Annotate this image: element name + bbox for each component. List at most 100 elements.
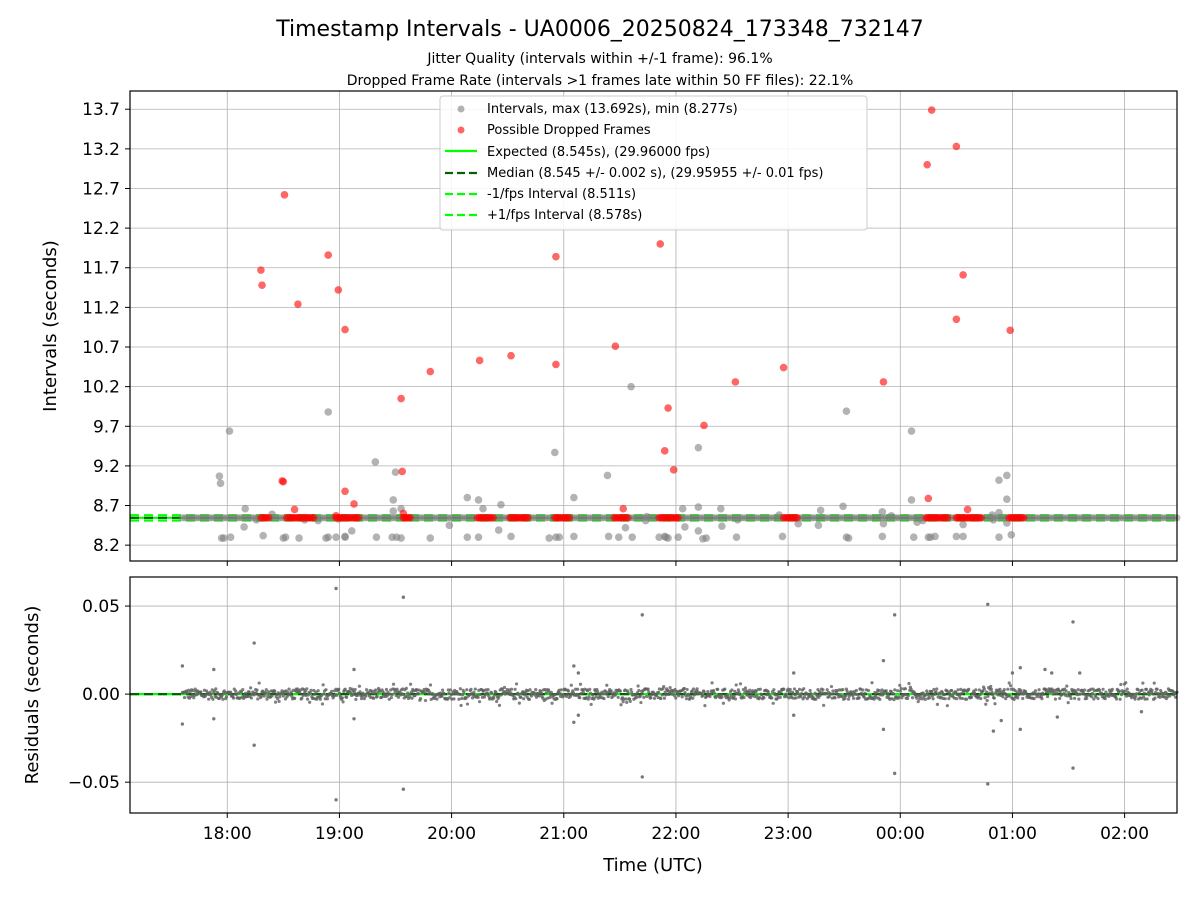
residual-point: [1018, 688, 1023, 692]
interval-point: [241, 504, 249, 513]
residual-point: [787, 690, 792, 694]
residual-point: [335, 693, 339, 697]
legend-marker-intervals: [457, 105, 465, 113]
legend-entry-intervals: Intervals, max (13.692s), min (8.277s): [487, 102, 738, 117]
residual-point: [1009, 684, 1013, 688]
interval-point: [445, 521, 454, 530]
residual-point: [448, 688, 453, 692]
residual-point: [264, 688, 268, 692]
residual-point: [863, 691, 867, 695]
residual-point: [986, 602, 990, 606]
residual-point: [312, 688, 316, 693]
residual-point: [652, 696, 657, 701]
residual-point: [514, 697, 518, 701]
residual-point: [878, 697, 882, 701]
dropped-frame-point: [952, 142, 961, 151]
residual-point: [991, 729, 996, 733]
residual-point: [561, 694, 566, 698]
residual-point: [576, 713, 581, 717]
residual-point: [431, 692, 435, 696]
residual-point: [616, 695, 620, 700]
x-tick-label: 20:00: [427, 824, 476, 844]
residual-point: [413, 694, 417, 698]
interval-point: [995, 508, 1003, 517]
residual-point: [905, 696, 910, 701]
residual-point: [1114, 697, 1119, 701]
residual-point: [514, 682, 519, 686]
residual-point: [891, 692, 895, 696]
residual-point: [301, 693, 305, 698]
residual-point: [522, 697, 526, 701]
residual-point: [457, 697, 461, 701]
residual-point: [1040, 697, 1044, 701]
residual-point: [407, 693, 411, 697]
residual-point: [721, 701, 726, 705]
residual-point: [267, 692, 271, 696]
dropped-frame-point: [552, 252, 560, 261]
residual-point: [1144, 687, 1149, 691]
residual-point: [252, 743, 256, 747]
residual-point: [460, 696, 464, 701]
residual-point: [956, 688, 960, 692]
dropped-frame-point: [397, 394, 405, 403]
residual-point: [877, 689, 881, 693]
residual-point: [955, 697, 959, 701]
residual-point: [640, 613, 644, 617]
interval-point: [550, 448, 559, 457]
residual-point: [982, 687, 986, 691]
residual-point: [706, 689, 710, 694]
dropped-frame-point: [354, 514, 363, 522]
residual-point: [792, 671, 796, 675]
interval-point: [295, 534, 303, 542]
interval-point: [887, 512, 896, 520]
residual-point: [1016, 696, 1020, 700]
interval-point: [226, 533, 235, 542]
interval-point: [664, 534, 672, 542]
residual-point: [613, 693, 617, 697]
residual-point: [1073, 696, 1077, 700]
residual-point: [465, 688, 469, 692]
residual-point: [686, 692, 691, 696]
dropped-frame-point: [674, 514, 682, 522]
residual-point: [477, 700, 482, 704]
residuals-y-tick-label: −0.05: [68, 773, 120, 793]
interval-point: [628, 533, 636, 542]
residual-point: [180, 722, 185, 726]
residual-point: [357, 684, 362, 688]
residual-point: [1123, 689, 1127, 693]
residual-point: [646, 687, 650, 691]
legend-entry-expected: Expected (8.545s), (29.96000 fps): [487, 145, 710, 160]
residual-point: [728, 696, 732, 700]
residual-point: [337, 687, 341, 691]
residual-point: [945, 704, 949, 708]
interval-point: [655, 533, 663, 542]
residual-point: [716, 687, 720, 691]
residual-point: [802, 695, 807, 699]
residual-point: [229, 690, 233, 694]
intervals-y-tick-label: 13.2: [82, 140, 120, 160]
residual-point: [588, 687, 592, 691]
dropped-frame-point: [619, 504, 628, 513]
interval-point: [570, 493, 578, 502]
residual-point: [565, 693, 569, 697]
residual-point: [1008, 694, 1012, 698]
residual-point: [364, 694, 368, 698]
interval-point: [474, 533, 483, 542]
intervals-y-tick-label: 9.2: [93, 457, 120, 477]
residual-point: [1152, 681, 1156, 685]
dropped-frame-point: [977, 514, 985, 522]
residual-point: [1071, 620, 1075, 624]
residual-point: [682, 686, 686, 691]
residual-point: [977, 688, 981, 692]
residual-point: [281, 694, 285, 698]
residual-point: [587, 695, 591, 699]
residual-point: [932, 687, 936, 692]
residual-point: [708, 694, 712, 699]
residual-point: [788, 687, 792, 692]
residual-point: [657, 690, 661, 694]
dropped-frame-point: [507, 351, 515, 360]
residual-point: [576, 693, 580, 697]
residual-point: [910, 696, 915, 700]
residual-point: [1058, 696, 1062, 701]
residual-point: [452, 697, 456, 701]
